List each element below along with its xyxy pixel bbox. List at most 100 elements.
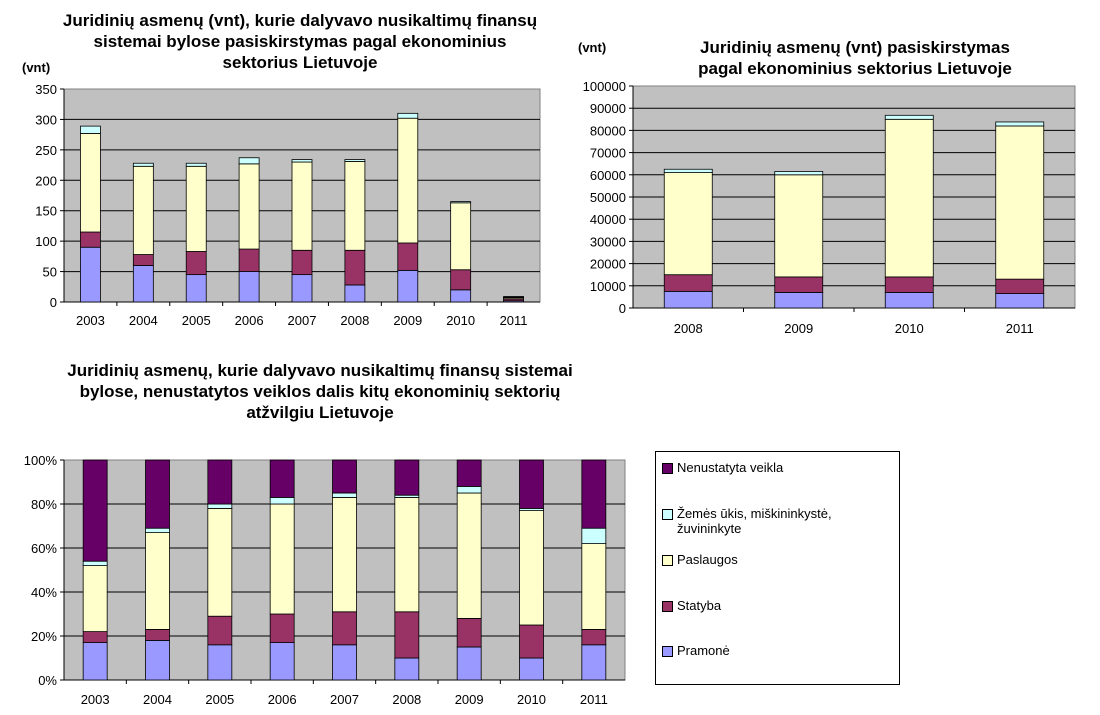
chart2-title: Juridinių asmenų (vnt) pasiskirstymas pa… [630, 37, 1080, 79]
chart1-title-line2: sistemai bylose pasiskirstymas pagal eko… [93, 32, 507, 51]
x-tick-label: 2011 [1006, 321, 1034, 336]
chart1-title-line3: sektorius Lietuvoje [222, 53, 378, 72]
x-tick-label: 2011 [500, 313, 528, 328]
bar-segment [581, 459, 607, 529]
y-tick-label: 300 [35, 112, 57, 127]
legend-label: Statyba [677, 598, 722, 613]
bar-segment [884, 118, 934, 278]
bar-segment [450, 202, 472, 271]
bar-segment [397, 242, 419, 271]
bar-segment [774, 171, 824, 176]
bar-segment [80, 125, 101, 134]
bar-segment [663, 274, 713, 292]
x-tick-label: 2006 [235, 313, 264, 328]
bar-segment [145, 459, 170, 529]
bar-segment [519, 624, 544, 659]
bar-segment [884, 292, 934, 309]
bar-segment [456, 486, 482, 494]
y-tick-label: 0 [619, 301, 626, 316]
y-tick-label: 100 [35, 234, 57, 249]
bar-segment [581, 527, 607, 544]
chart3-title-line1: Juridinių asmenų, kurie dalyvavo nusikal… [67, 361, 573, 380]
y-tick-label: 250 [35, 143, 57, 158]
bar-segment [774, 292, 824, 309]
x-tick-label: 2004 [143, 692, 172, 707]
y-tick-label: 50 [43, 265, 57, 280]
bar-segment [397, 112, 419, 119]
bar-segment [519, 657, 544, 681]
bar-segment [344, 284, 366, 303]
x-tick-label: 2007 [330, 692, 359, 707]
bar-segment [82, 642, 108, 681]
bar-segment [394, 611, 420, 659]
chart2-plot: 0 10000 20000 30000 40000 50000 60000 70000 8000… [583, 79, 1076, 336]
bar-segment [80, 246, 101, 303]
chart2-title-line1: Juridinių asmenų (vnt) pasiskirstymas [700, 38, 1010, 57]
x-tick-label: 2008 [340, 313, 369, 328]
bar-segment [238, 163, 260, 250]
bar-segment [332, 497, 357, 613]
bar-segment [663, 168, 713, 173]
y-tick-label: 40% [31, 585, 57, 600]
bar-segment [663, 290, 713, 309]
bar-segment [774, 276, 824, 293]
bar-segment [269, 459, 295, 498]
y-tick-label: 0% [38, 673, 57, 688]
legend-item: Pramonė [662, 643, 730, 658]
x-tick-label: 2010 [446, 313, 475, 328]
x-tick-label: 2009 [784, 321, 813, 336]
bar-segment [663, 172, 713, 276]
bar-segment [291, 159, 313, 163]
x-tick-label: 2007 [288, 313, 317, 328]
y-tick-label: 20% [31, 629, 57, 644]
y-tick-label: 350 [35, 82, 57, 97]
legend-label: Paslaugos [677, 552, 738, 567]
bar-segment [456, 492, 482, 619]
x-tick-label: 2009 [455, 692, 484, 707]
y-tick-label: 150 [35, 204, 57, 219]
legend-item: Statyba [662, 598, 721, 613]
bar-segment [456, 459, 482, 487]
x-tick-label: 2006 [268, 692, 297, 707]
bar-segment [80, 133, 101, 233]
y-tick-label: 0 [50, 295, 57, 310]
bar-segment [82, 565, 108, 632]
bar-segment [450, 201, 472, 204]
y-tick-label: 60% [31, 541, 57, 556]
bar-segment [397, 117, 419, 244]
bar-segment [269, 642, 295, 681]
bar-segment [332, 644, 357, 681]
y-tick-label: 90000 [590, 101, 626, 116]
bar-segment [884, 276, 934, 293]
bar-segment [185, 274, 207, 303]
bar-segment [995, 278, 1045, 294]
bar-segment [394, 497, 420, 613]
bar-segment [332, 459, 357, 494]
y-tick-label: 80% [31, 497, 57, 512]
y-tick-label: 200 [35, 173, 57, 188]
bar-segment [884, 114, 934, 120]
bar-segment [995, 125, 1045, 280]
chart1-title: Juridinių asmenų (vnt), kurie dalyvavo n… [20, 10, 580, 73]
y-tick-label: 30000 [590, 234, 626, 249]
bar-segment [269, 503, 295, 615]
bar-segment [145, 527, 170, 533]
y-tick-label: 100% [24, 453, 58, 468]
y-tick-label: 20000 [590, 257, 626, 272]
x-tick-label: 2008 [674, 321, 703, 336]
x-tick-label: 2008 [392, 692, 421, 707]
bar-segment [394, 657, 420, 681]
x-tick-label: 2005 [182, 313, 211, 328]
bar-segment [269, 497, 295, 505]
bar-segment [207, 503, 233, 509]
bar-segment [145, 628, 170, 641]
bar-segment [344, 249, 366, 286]
y-tick-label: 70000 [590, 146, 626, 161]
chart1-plot: 0 50 100 150 200 250 300 350 2003 2004 2005 2006 200… [35, 82, 541, 328]
bar-segment [207, 508, 233, 617]
bar-segment [185, 165, 207, 252]
bar-segment [207, 459, 233, 505]
bar-segment [207, 615, 233, 646]
bar-segment [450, 269, 472, 291]
y-tick-label: 60000 [590, 168, 626, 183]
